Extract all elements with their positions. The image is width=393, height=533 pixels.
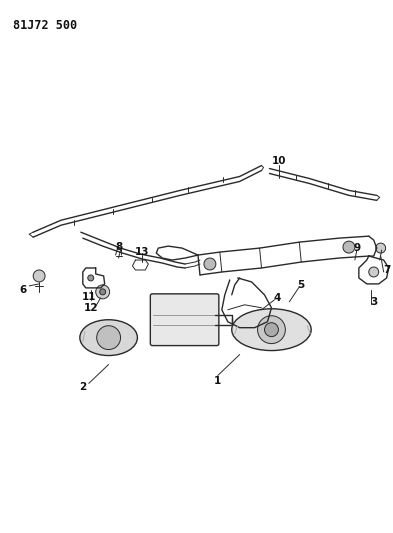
Circle shape [204,258,216,270]
Circle shape [343,241,355,253]
Circle shape [100,289,106,295]
Circle shape [33,270,45,282]
Ellipse shape [232,309,311,351]
Text: 3: 3 [370,297,377,307]
Text: 13: 13 [135,247,150,257]
Text: 10: 10 [272,156,286,166]
FancyBboxPatch shape [151,294,219,345]
Text: 12: 12 [83,303,98,313]
Text: 8: 8 [115,242,122,252]
Text: 6: 6 [20,285,27,295]
Text: 5: 5 [298,280,305,290]
Text: 2: 2 [79,382,86,392]
Text: 7: 7 [383,265,390,275]
Text: 81J72 500: 81J72 500 [13,19,77,33]
Circle shape [96,285,110,299]
Circle shape [97,326,121,350]
Text: 11: 11 [81,292,96,302]
Text: 4: 4 [274,293,281,303]
Circle shape [376,243,386,253]
Circle shape [257,316,285,344]
Ellipse shape [80,320,138,356]
Circle shape [88,275,94,281]
Circle shape [369,267,379,277]
Text: 9: 9 [353,243,360,253]
Circle shape [264,322,278,337]
Text: 1: 1 [214,376,222,386]
